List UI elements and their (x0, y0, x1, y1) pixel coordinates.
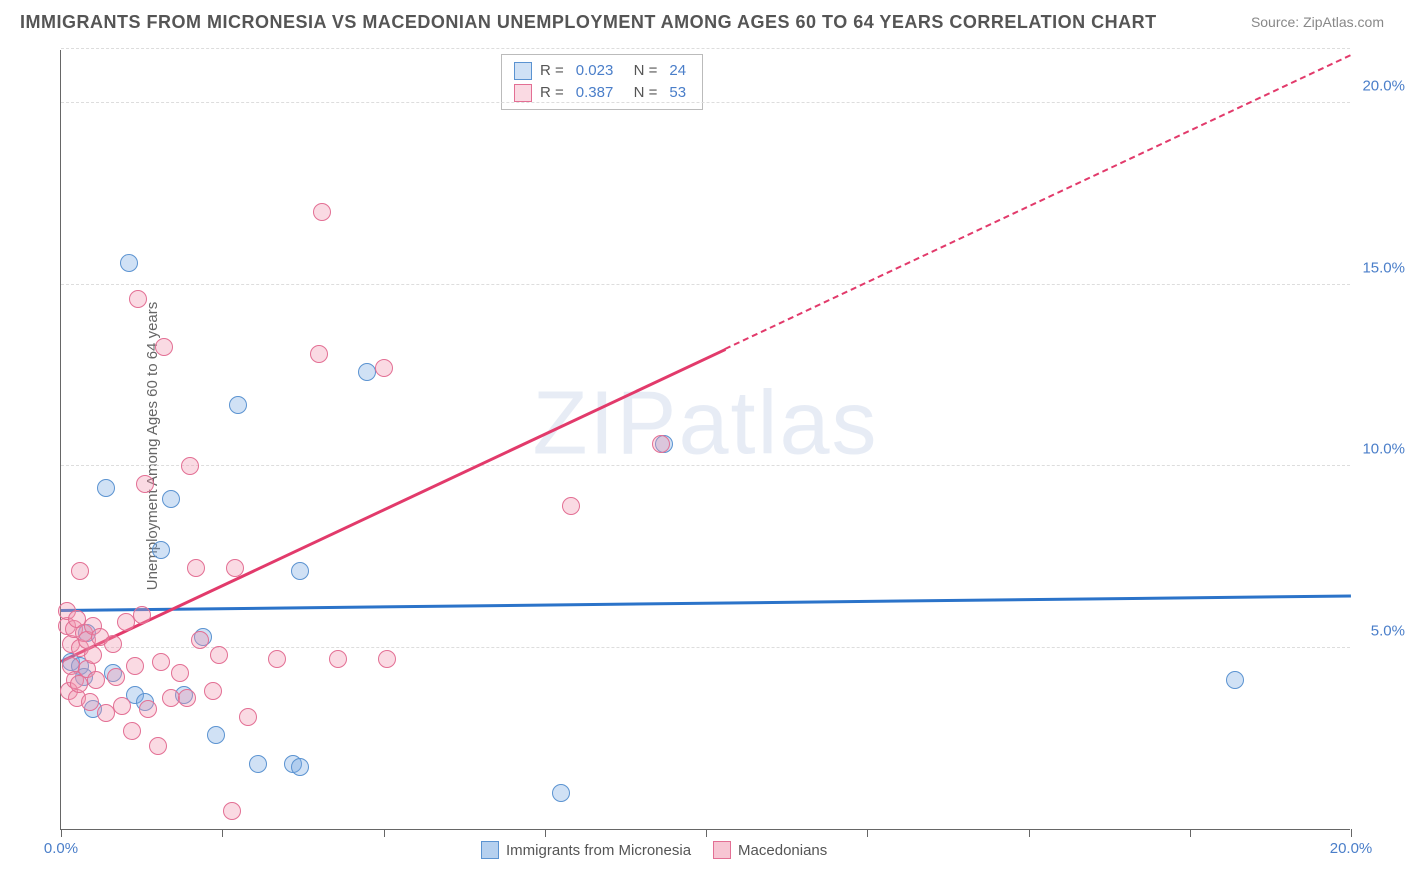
y-tick-label: 15.0% (1355, 259, 1405, 276)
x-tick (545, 829, 546, 837)
chart-title: IMMIGRANTS FROM MICRONESIA VS MACEDONIAN… (20, 12, 1157, 33)
legend-row-series-1: R = 0.387 N = 53 (514, 82, 690, 104)
legend-swatch-1 (514, 84, 532, 102)
scatter-point-series-1 (223, 802, 241, 820)
legend-item-1: Macedonians (713, 841, 827, 859)
legend-swatch-icon (481, 841, 499, 859)
scatter-point-series-0 (207, 726, 225, 744)
gridline (61, 102, 1350, 103)
scatter-point-series-0 (1226, 671, 1244, 689)
x-tick (222, 829, 223, 837)
scatter-point-series-1 (84, 646, 102, 664)
legend-n-value-1: 53 (669, 82, 686, 104)
scatter-point-series-0 (162, 490, 180, 508)
scatter-point-series-1 (126, 657, 144, 675)
x-tick (706, 829, 707, 837)
legend-label-1: Macedonians (738, 842, 827, 859)
gridline (61, 465, 1350, 466)
scatter-point-series-1 (652, 435, 670, 453)
scatter-point-series-1 (113, 697, 131, 715)
y-tick-label: 10.0% (1355, 441, 1405, 458)
legend-swatch-0 (514, 62, 532, 80)
scatter-point-series-1 (123, 722, 141, 740)
scatter-point-series-1 (178, 689, 196, 707)
series-legend: Immigrants from Micronesia Macedonians (481, 841, 827, 859)
source-attribution: Source: ZipAtlas.com (1251, 14, 1384, 30)
scatter-point-series-1 (107, 668, 125, 686)
scatter-point-series-1 (313, 203, 331, 221)
scatter-plot-area: ZIPatlas R = 0.023 N = 24 R = 0.387 N = … (60, 50, 1350, 830)
scatter-point-series-0 (291, 758, 309, 776)
scatter-point-series-0 (249, 755, 267, 773)
legend-n-label: N = (625, 82, 657, 104)
x-tick (384, 829, 385, 837)
scatter-point-series-1 (204, 682, 222, 700)
legend-n-label: N = (625, 60, 657, 82)
scatter-point-series-1 (139, 700, 157, 718)
x-tick-label: 20.0% (1330, 840, 1373, 857)
scatter-point-series-1 (329, 650, 347, 668)
watermark-text: ZIPatlas (532, 372, 878, 475)
scatter-point-series-1 (155, 338, 173, 356)
trend-line-series-0 (61, 594, 1351, 611)
scatter-point-series-1 (239, 708, 257, 726)
scatter-point-series-1 (181, 457, 199, 475)
trend-line-series-1 (725, 54, 1351, 350)
scatter-point-series-0 (152, 541, 170, 559)
scatter-point-series-1 (226, 559, 244, 577)
x-tick (1190, 829, 1191, 837)
legend-swatch-icon (713, 841, 731, 859)
gridline (61, 647, 1350, 648)
x-tick (61, 829, 62, 837)
legend-row-series-0: R = 0.023 N = 24 (514, 60, 690, 82)
scatter-point-series-1 (310, 345, 328, 363)
x-tick (1351, 829, 1352, 837)
scatter-point-series-0 (120, 254, 138, 272)
scatter-point-series-0 (97, 479, 115, 497)
legend-n-value-0: 24 (669, 60, 686, 82)
scatter-point-series-1 (191, 631, 209, 649)
x-tick-label: 0.0% (44, 840, 78, 857)
scatter-point-series-1 (87, 671, 105, 689)
scatter-point-series-1 (136, 475, 154, 493)
legend-item-0: Immigrants from Micronesia (481, 841, 691, 859)
legend-label-0: Immigrants from Micronesia (506, 842, 691, 859)
scatter-point-series-0 (229, 396, 247, 414)
x-tick (867, 829, 868, 837)
gridline (61, 284, 1350, 285)
legend-r-label: R = (540, 60, 564, 82)
scatter-point-series-1 (149, 737, 167, 755)
scatter-point-series-1 (71, 562, 89, 580)
scatter-point-series-0 (291, 562, 309, 580)
trend-line-series-1 (60, 348, 725, 662)
scatter-point-series-1 (152, 653, 170, 671)
scatter-point-series-1 (210, 646, 228, 664)
scatter-point-series-1 (133, 606, 151, 624)
scatter-point-series-1 (268, 650, 286, 668)
legend-r-label: R = (540, 82, 564, 104)
x-tick (1029, 829, 1030, 837)
scatter-point-series-1 (81, 693, 99, 711)
scatter-point-series-1 (375, 359, 393, 377)
scatter-point-series-1 (171, 664, 189, 682)
scatter-point-series-1 (562, 497, 580, 515)
scatter-point-series-1 (378, 650, 396, 668)
legend-r-value-0: 0.023 (576, 60, 614, 82)
y-tick-label: 20.0% (1355, 78, 1405, 95)
gridline (61, 48, 1350, 49)
scatter-point-series-1 (104, 635, 122, 653)
scatter-point-series-1 (129, 290, 147, 308)
scatter-point-series-1 (187, 559, 205, 577)
y-tick-label: 5.0% (1355, 622, 1405, 639)
scatter-point-series-0 (552, 784, 570, 802)
legend-r-value-1: 0.387 (576, 82, 614, 104)
